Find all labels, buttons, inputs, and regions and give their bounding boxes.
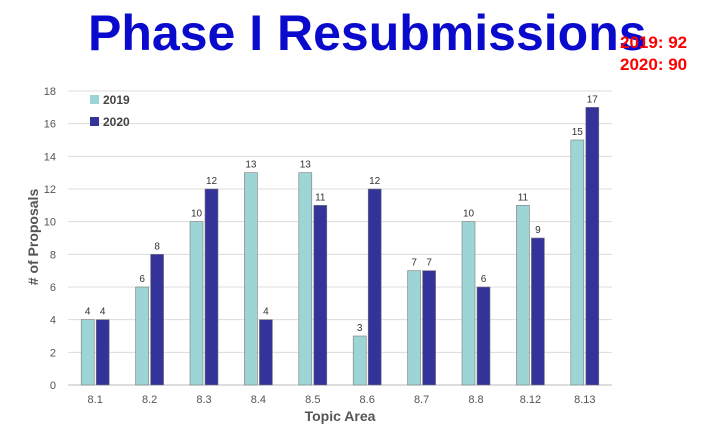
bar: [313, 205, 328, 386]
data-label: 8: [154, 241, 160, 252]
total-2020: 2020: 90: [620, 55, 688, 74]
bar: [259, 319, 273, 386]
bar: [204, 188, 219, 386]
y-tick-label: 6: [50, 282, 56, 294]
chart-title: Phase I Resubmissions: [88, 5, 647, 61]
y-tick-label: 2: [50, 347, 56, 359]
y-tick-label: 8: [50, 249, 56, 261]
bar: [95, 319, 110, 386]
data-label: 17: [587, 94, 599, 105]
bar: [367, 188, 382, 386]
x-tick-label: 8.7: [414, 394, 429, 406]
bar: [150, 254, 164, 386]
legend-label: 2019: [103, 93, 130, 107]
x-tick-label: 8.4: [251, 394, 266, 406]
y-tick-label: 4: [50, 315, 56, 327]
data-label: 13: [300, 160, 312, 171]
y-tick-label: 18: [44, 86, 56, 98]
data-label: 11: [518, 192, 529, 203]
data-label: 13: [245, 160, 257, 171]
bar: [244, 172, 258, 386]
x-tick-label: 8.13: [574, 394, 595, 406]
y-tick-label: 0: [50, 380, 56, 392]
data-label: 12: [206, 176, 218, 187]
legend-swatch: [90, 95, 99, 104]
y-tick-label: 14: [44, 151, 56, 163]
data-label: 7: [411, 258, 417, 269]
data-label: 6: [139, 274, 145, 285]
x-tick-label: 8.8: [468, 394, 483, 406]
bar: [585, 107, 600, 386]
bar: [298, 172, 313, 386]
bar: [422, 270, 436, 386]
bar: [476, 286, 491, 386]
data-label: 7: [426, 258, 432, 269]
data-label: 9: [535, 225, 541, 236]
data-label: 3: [357, 323, 363, 334]
x-tick-label: 8.12: [520, 394, 541, 406]
y-tick-label: 10: [44, 217, 56, 229]
bar: [531, 237, 545, 386]
totals-box: 2019: 92 2020: 90: [620, 32, 687, 76]
data-label: 6: [481, 274, 487, 285]
data-label: 15: [572, 127, 584, 138]
data-label: 4: [263, 307, 269, 318]
total-2019: 2019: 92: [620, 33, 688, 52]
bar: [461, 221, 476, 386]
data-label: 11: [315, 192, 326, 203]
x-tick-label: 8.6: [360, 394, 375, 406]
x-tick-label: 8.3: [196, 394, 211, 406]
x-tick-label: 8.5: [305, 394, 320, 406]
x-axis-title: Topic Area: [305, 408, 376, 424]
bar: [189, 221, 204, 386]
bar: [135, 286, 149, 386]
x-tick-label: 8.1: [88, 394, 103, 406]
data-label: 4: [85, 307, 91, 318]
data-label: 10: [463, 209, 475, 220]
bars: [80, 107, 600, 386]
y-tick-label: 12: [44, 184, 56, 196]
legend: 2019 2020: [90, 93, 130, 129]
gridlines: [68, 90, 612, 386]
bar: [407, 270, 421, 386]
y-tick-labels: 0 2 4 6 8 10 12 14 16 18: [44, 86, 56, 392]
bar: [80, 319, 95, 386]
legend-label: 2020: [103, 115, 130, 129]
bar: [516, 205, 530, 386]
bar: [352, 335, 367, 386]
legend-swatch: [90, 117, 99, 126]
y-axis-title: # of Proposals: [25, 189, 41, 286]
data-label: 12: [369, 176, 381, 187]
x-tick-labels: 8.1 8.2 8.3 8.4 8.5 8.6 8.7 8.8 8.12 8.13: [88, 394, 596, 406]
x-tick-label: 8.2: [142, 394, 157, 406]
data-label: 4: [100, 307, 106, 318]
bar: [570, 139, 585, 386]
y-tick-label: 16: [44, 119, 56, 131]
data-label: 10: [191, 209, 203, 220]
